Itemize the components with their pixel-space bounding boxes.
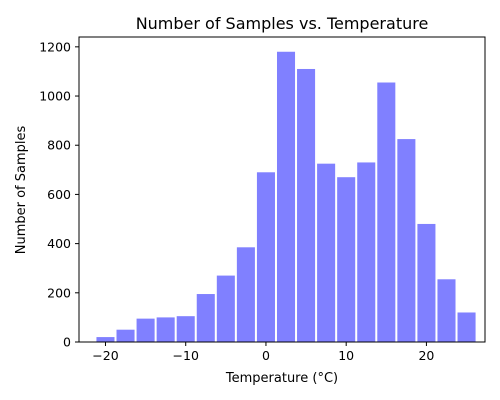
y-tick-label: 1000	[39, 89, 71, 104]
bar	[317, 163, 336, 342]
x-tick-label: 0	[262, 348, 270, 363]
bar	[136, 318, 155, 342]
y-tick-label: 600	[47, 187, 71, 202]
bar	[377, 82, 396, 342]
bar	[176, 316, 195, 342]
bar	[337, 177, 356, 342]
y-tick-label: 0	[63, 335, 71, 350]
bar	[156, 317, 175, 342]
y-ticks-group: 0 200 400 600 800 1000 1200	[39, 39, 79, 350]
y-tick-label: 400	[47, 236, 71, 251]
y-tick-label: 200	[47, 285, 71, 300]
bar	[357, 162, 376, 342]
x-tick-label: −20	[92, 348, 118, 363]
bar	[437, 279, 456, 342]
y-tick-label: 1200	[39, 39, 71, 54]
bar	[196, 294, 215, 342]
bar	[216, 275, 235, 342]
bar	[397, 139, 416, 342]
x-ticks-group: −20 −10 0 10 20	[92, 342, 434, 363]
bar	[457, 312, 476, 342]
bar	[276, 51, 296, 342]
y-axis-label: Number of Samples	[14, 126, 29, 255]
bar	[256, 172, 275, 342]
x-axis-label: Temperature (°C)	[225, 371, 338, 386]
bar	[417, 223, 436, 342]
chart-title: Number of Samples vs. Temperature	[136, 14, 429, 33]
bars-group	[96, 51, 476, 342]
bar	[236, 247, 255, 342]
axes-group	[78, 36, 486, 343]
x-tick-label: 20	[418, 348, 434, 363]
x-tick-label: −10	[173, 348, 199, 363]
y-tick-label: 800	[47, 138, 71, 153]
bar	[96, 337, 115, 342]
x-tick-label: 10	[338, 348, 354, 363]
bar	[297, 68, 316, 342]
bar	[116, 329, 135, 342]
plot-frame	[78, 36, 486, 343]
